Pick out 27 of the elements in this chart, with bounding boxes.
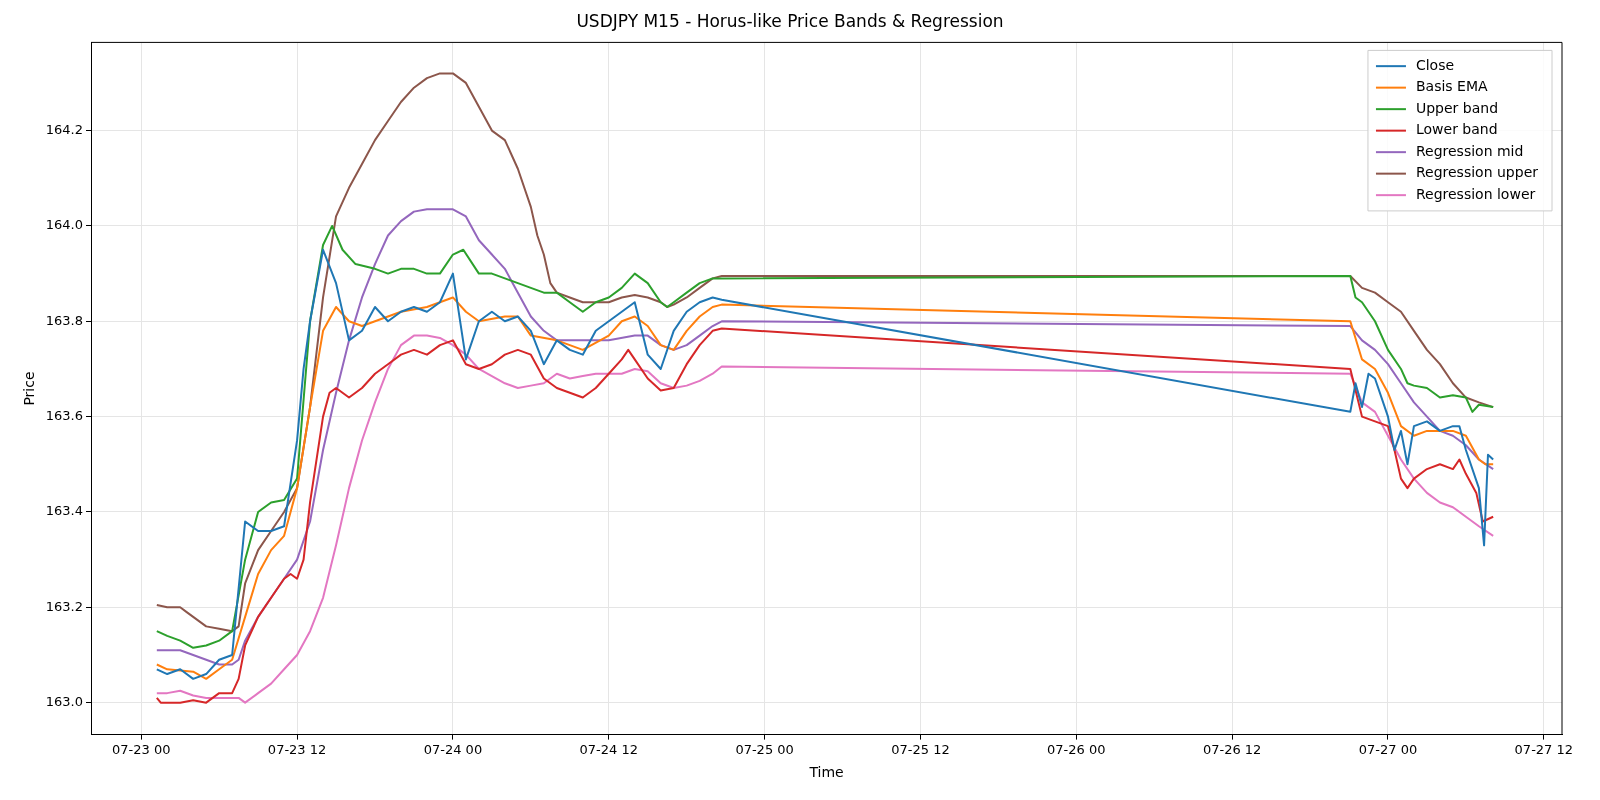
legend-label: Regression lower — [1415, 185, 1536, 202]
y-tick-label: 164.2 — [45, 121, 84, 137]
x-axis-title: Time — [808, 764, 844, 781]
x-tick-label: 07-24 12 — [579, 741, 638, 757]
x-tick-label: 07-24 00 — [423, 741, 483, 757]
legend-label: Basis EMA — [1415, 78, 1488, 95]
y-tick-label: 163.4 — [45, 503, 84, 519]
legend-label: Lower band — [1415, 121, 1498, 138]
y-tick-label: 163.0 — [45, 694, 84, 710]
x-tick-label: 07-27 12 — [1514, 741, 1574, 757]
y-tick-label: 163.6 — [45, 408, 84, 423]
x-tick-label: 07-25 12 — [891, 741, 950, 757]
y-tick-label: 163.2 — [45, 598, 84, 614]
chart-title: USDJPY M15 - Horus-like Price Bands & Regression — [576, 10, 1004, 31]
x-tick-label: 07-26 12 — [1202, 741, 1262, 757]
x-tick-label: 07-23 12 — [267, 741, 327, 757]
x-tick-label: 07-25 00 — [735, 741, 794, 757]
legend-label: Regression mid — [1415, 142, 1524, 159]
legend-label: Upper band — [1415, 99, 1499, 116]
x-tick-label: 07-27 00 — [1358, 741, 1418, 757]
y-axis-title: Price — [21, 371, 38, 406]
x-tick-label: 07-26 00 — [1047, 741, 1106, 757]
legend-label: Close — [1415, 56, 1455, 73]
y-tick-label: 164.0 — [45, 217, 84, 233]
x-tick-label: 07-23 00 — [112, 741, 171, 757]
legend-label: Regression upper — [1415, 164, 1539, 181]
y-tick-label: 163.8 — [45, 312, 84, 328]
